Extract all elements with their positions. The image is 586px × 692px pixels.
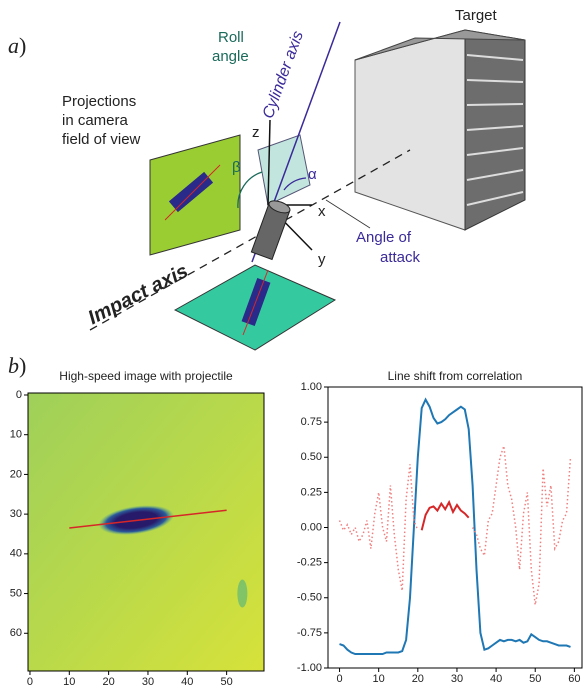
x-tick-label: 30 [451,673,463,685]
x-tick-label: 50 [221,676,233,687]
y-tick-label: 60 [10,627,22,639]
x-tick-label: 30 [142,676,154,687]
x-tick-label: 50 [529,673,541,685]
y-label: y [318,251,326,268]
x-tick-label: 10 [63,676,75,687]
x-tick-label: 0 [27,676,33,687]
image-chart: High-speed image with projectile 0 10 20 30 4… [10,369,264,687]
series-line [340,446,571,605]
roll-arc [238,172,262,208]
y-tick-label: 1.00 [301,381,322,393]
image-spot [237,580,247,608]
x-tick-label: 40 [490,673,502,685]
x-label: x [318,203,326,220]
x-tick-label: 20 [103,676,115,687]
panel-label: a) [8,33,26,58]
series-line [340,400,571,654]
y-tick-label: 0.25 [301,486,322,498]
alpha-label: α [308,166,317,183]
projections-label: in camera [62,112,129,129]
y-tick-label: 20 [10,468,22,480]
projections-label: Projections [62,93,136,110]
x-tick-label: 10 [373,673,385,685]
panel-a-diagram: a) Target Roll angle Projections in came… [8,7,525,350]
x-tick-label: 60 [568,673,580,685]
aoa-pointer [326,200,370,228]
y-tick-label: 0.50 [301,451,322,463]
y-tick-label: 0.75 [301,416,322,428]
y-tick-label: -0.25 [297,557,322,569]
roll-plane [258,135,310,205]
x-tick-label: 20 [412,673,424,685]
x-tick-label: 0 [336,673,342,685]
aoa-label: attack [380,249,421,266]
y-tick-label: 40 [10,548,22,560]
impact-axis-label: Impact axis [85,260,192,329]
plot-frame [328,387,582,668]
y-tick-label: -0.75 [297,627,322,639]
cylinder-axis-label: Cylinder axis [260,29,307,121]
cylinder [251,198,291,259]
x-tick-label: 40 [181,676,193,687]
aoa-label: Angle of [356,229,412,246]
series-line [422,502,469,530]
line-chart: Line shift from correlation 0 10 20 30 40 50 60… [297,369,582,685]
y-tick-label: 50 [10,587,22,599]
y-tick-label: 0 [16,389,22,401]
y-tick-label: 10 [10,429,22,441]
z-label: z [252,124,260,141]
y-tick-label: 30 [10,508,22,520]
y-tick-label: 0.00 [301,521,322,533]
figure: a) Target Roll angle Projections in came… [0,0,586,687]
y-tick-label: -1.00 [297,662,322,674]
roll-label: Roll [218,29,244,46]
projections-label: field of view [62,131,141,148]
y-tick-label: -0.50 [297,592,322,604]
roll-label: angle [212,48,249,65]
beta-label: β [232,159,241,176]
target-face [355,30,465,230]
panel-label: b) [8,353,26,378]
chart-title: Line shift from correlation [388,369,523,383]
target-label: Target [455,7,498,24]
chart-title: High-speed image with projectile [59,369,233,383]
